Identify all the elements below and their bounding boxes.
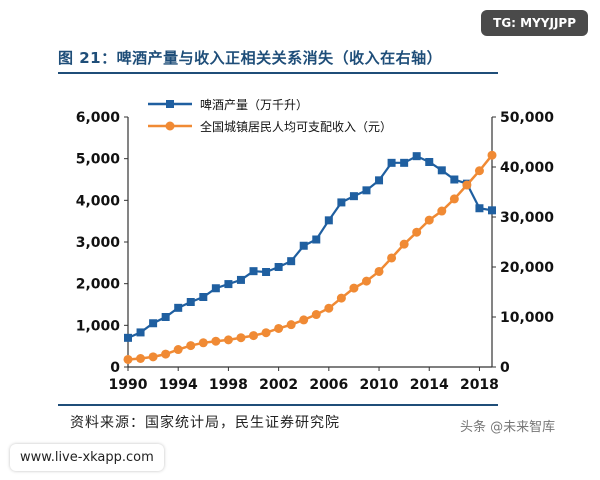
y-left-tick-label: 6,000 — [76, 110, 121, 126]
data-point-income — [374, 266, 384, 276]
data-point-income — [173, 345, 183, 355]
x-tick-label: 2014 — [410, 377, 449, 393]
data-point-income — [487, 150, 497, 160]
series-layer — [123, 150, 497, 364]
y-right-tick-label: 20,000 — [500, 260, 554, 276]
data-point-income — [399, 239, 409, 249]
data-point-production — [174, 303, 183, 312]
data-point-production — [236, 275, 245, 284]
legend-label-1: 啤酒产量（万千升） — [200, 97, 308, 112]
data-point-production — [287, 257, 296, 266]
data-point-income — [412, 227, 422, 237]
data-point-production — [375, 176, 384, 185]
data-point-income — [286, 320, 296, 330]
y-right-tick-label: 10,000 — [500, 310, 554, 326]
data-point-income — [324, 303, 334, 313]
data-point-production — [400, 158, 409, 167]
source-divider — [58, 404, 498, 406]
channel-badge: TG: MYYJJPP — [481, 10, 588, 36]
legend-label-2: 全国城镇居民人均可支配收入（元） — [200, 119, 392, 134]
y-right-tick-label: 0 — [500, 360, 510, 376]
data-point-income — [123, 354, 133, 364]
legend-marker-circle — [165, 121, 175, 131]
series-line-2 — [127, 154, 493, 361]
data-point-production — [488, 206, 496, 215]
data-point-production — [136, 328, 145, 337]
data-point-production — [199, 293, 208, 301]
data-point-production — [412, 152, 421, 161]
y-left-tick-label: 1,000 — [76, 318, 121, 334]
data-point-income — [299, 315, 309, 325]
y-right-tick-label: 30,000 — [500, 210, 554, 226]
data-point-income — [474, 166, 484, 176]
watermark: 头条 @未来智库 — [460, 420, 556, 435]
data-point-production — [249, 267, 258, 276]
data-point-production — [161, 313, 170, 321]
x-tick-label: 1994 — [159, 377, 198, 393]
data-point-production — [211, 284, 220, 293]
data-point-income — [437, 206, 447, 216]
title-divider — [58, 72, 498, 74]
y-left-tick-label: 5,000 — [76, 152, 121, 168]
data-point-production — [324, 216, 333, 225]
x-tick-label: 2018 — [460, 377, 499, 393]
chart-title: 图 21：啤酒产量与收入正相关关系消失（收入在右轴） — [58, 49, 443, 67]
data-point-income — [236, 333, 246, 343]
data-point-income — [424, 215, 434, 225]
source-note: 资料来源：国家统计局，民生证券研究院 — [70, 415, 340, 431]
y-left-tick-label: 4,000 — [76, 193, 121, 209]
data-point-income — [387, 253, 397, 263]
y-right-tick-label: 40,000 — [500, 160, 554, 176]
data-point-production — [149, 319, 158, 328]
data-point-income — [223, 335, 233, 345]
data-point-production — [224, 280, 233, 289]
data-point-income — [361, 276, 371, 286]
series-line-1 — [127, 154, 493, 339]
x-tick-label: 1998 — [209, 377, 248, 393]
data-point-income — [449, 194, 459, 204]
x-tick-label: 1990 — [109, 377, 148, 393]
x-tick-label: 2010 — [360, 377, 399, 393]
data-point-income — [136, 354, 146, 363]
data-point-production — [362, 186, 371, 195]
legend: 啤酒产量（万千升） 全国城镇居民人均可支配收入（元） — [148, 97, 392, 134]
data-point-production — [262, 268, 271, 276]
data-point-income — [336, 293, 346, 303]
y-right-tick-label: 50,000 — [500, 110, 554, 126]
data-point-income — [349, 283, 359, 293]
data-point-income — [249, 331, 259, 341]
data-point-income — [274, 323, 284, 333]
axes: 0 1,000 2,000 3,000 4,000 5,000 6,000 0 10,000 20… — [76, 110, 555, 393]
data-point-income — [148, 352, 158, 362]
data-point-production — [387, 158, 396, 167]
data-point-production — [186, 298, 195, 306]
data-point-income — [261, 328, 271, 338]
legend-marker-square — [166, 100, 174, 108]
data-point-production — [337, 198, 346, 207]
data-point-income — [311, 310, 321, 320]
data-point-production — [437, 166, 446, 175]
data-point-production — [349, 192, 358, 201]
data-point-production — [274, 263, 283, 271]
x-tick-label: 2006 — [309, 377, 348, 393]
data-point-income — [161, 349, 171, 359]
data-point-income — [186, 341, 196, 351]
y-left-tick-label: 0 — [110, 360, 120, 376]
y-left-tick-label: 3,000 — [76, 235, 121, 251]
data-point-income — [211, 336, 221, 346]
data-point-production — [299, 241, 308, 250]
data-point-income — [198, 338, 208, 348]
data-point-production — [124, 333, 132, 342]
data-point-production — [450, 175, 459, 184]
data-point-production — [425, 158, 434, 166]
data-point-production — [312, 235, 321, 244]
y-left-tick-label: 2,000 — [76, 277, 121, 293]
data-point-production — [475, 204, 484, 213]
footer-url[interactable]: www.live-xkapp.com — [10, 444, 164, 471]
x-tick-label: 2002 — [259, 377, 298, 393]
data-point-income — [462, 180, 472, 190]
